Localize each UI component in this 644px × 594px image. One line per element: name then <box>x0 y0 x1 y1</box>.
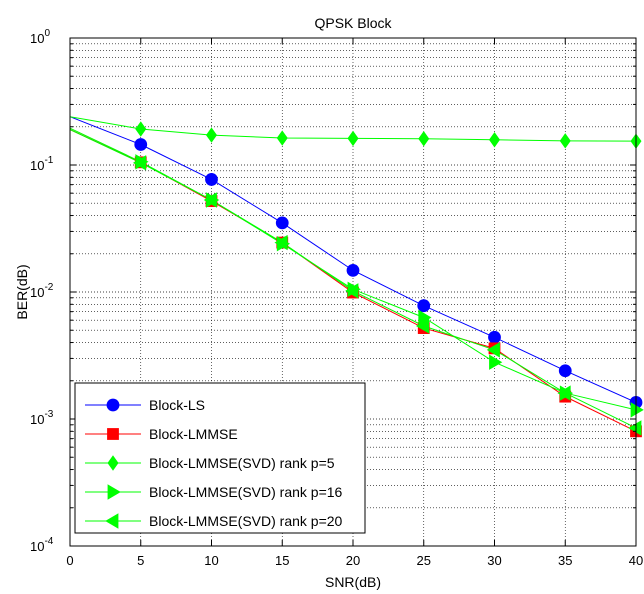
x-tick-label: 35 <box>558 553 572 568</box>
data-point-series-3 <box>418 131 430 147</box>
data-point-series-4 <box>630 402 644 418</box>
y-tick-label: 100 <box>30 28 50 46</box>
data-point-series-1 <box>346 263 360 277</box>
legend-label-2: Block-LMMSE <box>149 426 238 442</box>
data-point-series-3 <box>489 132 500 148</box>
legend-label-3: Block-LMMSE(SVD) rank p=5 <box>149 455 335 471</box>
y-axis-ticks: 10-4 10-3 10-2 10-1 100 <box>30 28 636 554</box>
x-axis-ticks: 0 5 10 15 20 25 30 35 40 <box>66 38 643 568</box>
legend: Block-LS Block-LMMSE Block-LMMSE(SVD) rank… <box>74 382 366 534</box>
legend-marker-1 <box>106 398 120 412</box>
data-point-series-4 <box>489 354 503 370</box>
data-point-series-5 <box>345 283 359 299</box>
x-tick-label: 15 <box>275 553 289 568</box>
legend-marker-5 <box>105 513 119 529</box>
x-tick-label: 10 <box>204 553 218 568</box>
y-tick-label: 10-2 <box>30 282 54 300</box>
x-tick-label: 5 <box>137 553 144 568</box>
y-tick-label: 10-3 <box>30 409 54 427</box>
data-point-series-1 <box>558 364 572 378</box>
data-point-series-3 <box>347 130 359 147</box>
data-point-series-3 <box>276 130 288 146</box>
x-tick-label: 0 <box>66 553 73 568</box>
x-tick-label: 25 <box>417 553 431 568</box>
x-tick-label: 20 <box>346 553 360 568</box>
x-axis-title: SNR(dB) <box>325 574 381 590</box>
y-tick-label: 10-4 <box>30 536 54 554</box>
data-point-series-3 <box>206 127 217 143</box>
legend-box <box>74 382 366 534</box>
data-point-series-1 <box>488 330 501 344</box>
legend-label-4: Block-LMMSE(SVD) rank p=16 <box>149 484 343 500</box>
y-tick-label: 10-1 <box>30 155 54 173</box>
data-point-series-5 <box>203 192 217 208</box>
x-tick-label: 40 <box>629 553 643 568</box>
data-point-series-1 <box>134 138 148 151</box>
data-point-series-5 <box>274 234 288 251</box>
data-point-series-5 <box>557 385 571 401</box>
data-point-series-1 <box>205 173 218 186</box>
legend-marker-3 <box>107 455 119 471</box>
legend-marker-2 <box>107 428 119 440</box>
legend-label-1: Block-LS <box>149 397 205 413</box>
chart-title: QPSK Block <box>314 15 392 31</box>
data-point-series-5 <box>415 318 430 334</box>
data-point-series-5 <box>132 155 147 171</box>
legend-marker-4 <box>107 484 121 500</box>
series-markers <box>132 121 644 438</box>
legend-label-5: Block-LMMSE(SVD) rank p=20 <box>149 513 343 529</box>
data-point-series-5 <box>486 342 500 358</box>
x-tick-label: 30 <box>487 553 501 568</box>
data-point-series-1 <box>417 299 431 313</box>
data-point-series-3 <box>135 121 147 137</box>
y-axis-title: BER(dB) <box>14 264 30 319</box>
data-point-series-3 <box>559 133 571 149</box>
data-point-series-1 <box>275 216 289 230</box>
